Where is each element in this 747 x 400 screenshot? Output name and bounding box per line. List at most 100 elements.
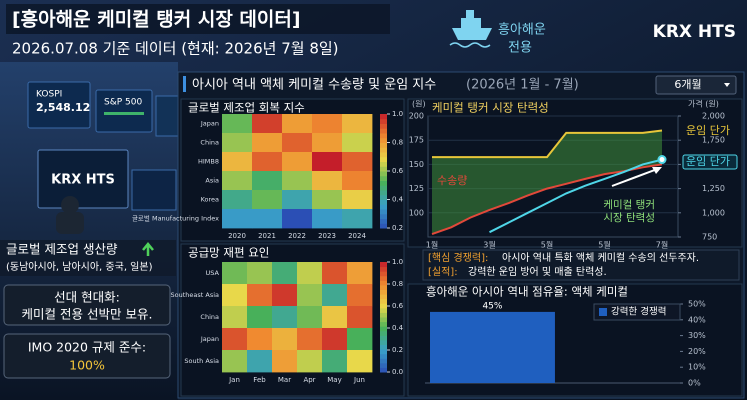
col-label: 2023 — [318, 232, 336, 240]
heat-cell — [252, 171, 283, 191]
y2-tick-label: 1,000 — [702, 208, 725, 217]
colorbar-slice — [380, 194, 387, 200]
colorbar-label: 0.4 — [392, 196, 404, 204]
y-axis-label: (원) — [412, 100, 426, 109]
heat-cell — [342, 190, 373, 210]
heat-cell — [252, 190, 283, 210]
monitor — [155, 95, 179, 137]
colorbar-slice — [380, 204, 387, 210]
colorbar-slice — [380, 344, 387, 350]
row-label: HIMB8 — [198, 158, 219, 166]
heat-cell — [272, 262, 298, 285]
heat-cell — [282, 133, 313, 153]
area-annotation: 케미컬 탱커 — [603, 198, 655, 211]
heat-cell — [222, 190, 253, 210]
x-tick-label: 7월 — [656, 240, 668, 250]
bar-value-label: 45% — [482, 301, 502, 311]
series-line — [489, 158, 663, 234]
colorbar-label: 0.8 — [392, 280, 403, 288]
heat-cell — [222, 209, 253, 229]
note-text: 아시아 역내 특화 액체 케미컬 수송의 선두주자. — [502, 251, 699, 264]
period-dropdown[interactable] — [655, 75, 737, 95]
series-label: 수송량 — [437, 174, 467, 187]
y-tick-label: 50% — [688, 300, 706, 309]
colorbar-slice — [380, 123, 387, 129]
colorbar-slice — [380, 199, 387, 205]
col-label: Apr — [303, 376, 315, 384]
heat-cell — [247, 284, 273, 307]
info-title: 글로벌 제조업 생산량 — [6, 242, 118, 257]
heat-cell — [252, 133, 283, 153]
heat-cell — [282, 114, 313, 134]
colorbar-slice — [380, 118, 387, 124]
colorbar-label: 0.8 — [392, 139, 403, 147]
row-label: USA — [206, 269, 220, 277]
heat-cell — [322, 262, 348, 285]
x-tick-label: 1월 — [426, 240, 438, 250]
colorbar-slice — [380, 280, 387, 286]
colorbar-slice — [380, 271, 387, 277]
colorbar-slice — [380, 175, 387, 181]
y2-tick-label: 1,250 — [702, 184, 725, 193]
label-box — [682, 154, 738, 170]
monitor — [27, 81, 91, 129]
panel-title: 아시아 역내 액체 케미컬 수송량 및 운임 지수 — [192, 78, 436, 93]
heat-cell — [222, 328, 248, 351]
info-box — [3, 333, 171, 379]
heat-cell — [347, 262, 373, 285]
colorbar-slice — [380, 137, 387, 143]
colorbar-slice — [380, 218, 387, 224]
colorbar-slice — [380, 294, 387, 300]
ship-icon — [466, 10, 474, 18]
dropdown-caret — [724, 83, 730, 87]
heat-cell — [272, 328, 298, 351]
heat-cell — [252, 209, 283, 229]
colorbar-slice — [380, 142, 387, 148]
row-label: South Asia — [184, 357, 219, 365]
legend-label: 강력한 경쟁력 — [611, 306, 666, 318]
heat-cell — [342, 209, 373, 229]
heat-cell — [282, 209, 313, 229]
heat-cell — [247, 328, 273, 351]
title: [흥아해운 케미컬 탱커 시장 데이터] — [12, 8, 301, 31]
elasticity-fill — [432, 130, 662, 235]
heat-cell — [312, 171, 343, 191]
y-tick-label: 20% — [688, 347, 706, 356]
col-label: May — [327, 376, 341, 384]
heat-cell — [297, 262, 323, 285]
colorbar-label: 0.6 — [392, 302, 404, 310]
heat-cell — [342, 133, 373, 153]
y-tick-label: 125 — [409, 184, 424, 193]
colorbar-slice — [380, 190, 387, 196]
colorbar-slice — [380, 303, 387, 309]
colorbar-slice — [380, 152, 387, 158]
heat-cell — [312, 209, 343, 229]
colorbar-slice — [380, 330, 387, 336]
y-tick-label: 150 — [409, 160, 424, 169]
col-label: 2022 — [288, 232, 306, 240]
heat-cell — [322, 328, 348, 351]
col-label: 2021 — [258, 232, 276, 240]
colorbar-label: 1.0 — [392, 110, 403, 118]
colorbar-slice — [380, 266, 387, 272]
heat-cell — [222, 350, 248, 373]
colorbar-slice — [380, 312, 387, 318]
col-label: 2020 — [228, 232, 246, 240]
y-tick-label: 40% — [688, 315, 706, 324]
series-line — [432, 129, 663, 159]
y-tick-label: 30% — [688, 331, 706, 340]
col-label: Jan — [228, 376, 240, 384]
colorbar-slice — [380, 209, 387, 215]
title-box — [6, 4, 390, 34]
colorbar-slice — [380, 353, 387, 359]
info-highlight: 100% — [69, 358, 105, 373]
chart-title: 흥아해운 아시아 역내 점유율: 액체 케미컬 — [426, 285, 628, 299]
wave-icon — [449, 42, 491, 48]
colorbar-slice — [380, 358, 387, 364]
heat-cell — [222, 152, 253, 172]
colorbar-slice — [380, 180, 387, 186]
colorbar-slice — [380, 307, 387, 313]
x-tick-label: 5월 — [541, 240, 553, 250]
trend-arrow — [611, 167, 661, 187]
